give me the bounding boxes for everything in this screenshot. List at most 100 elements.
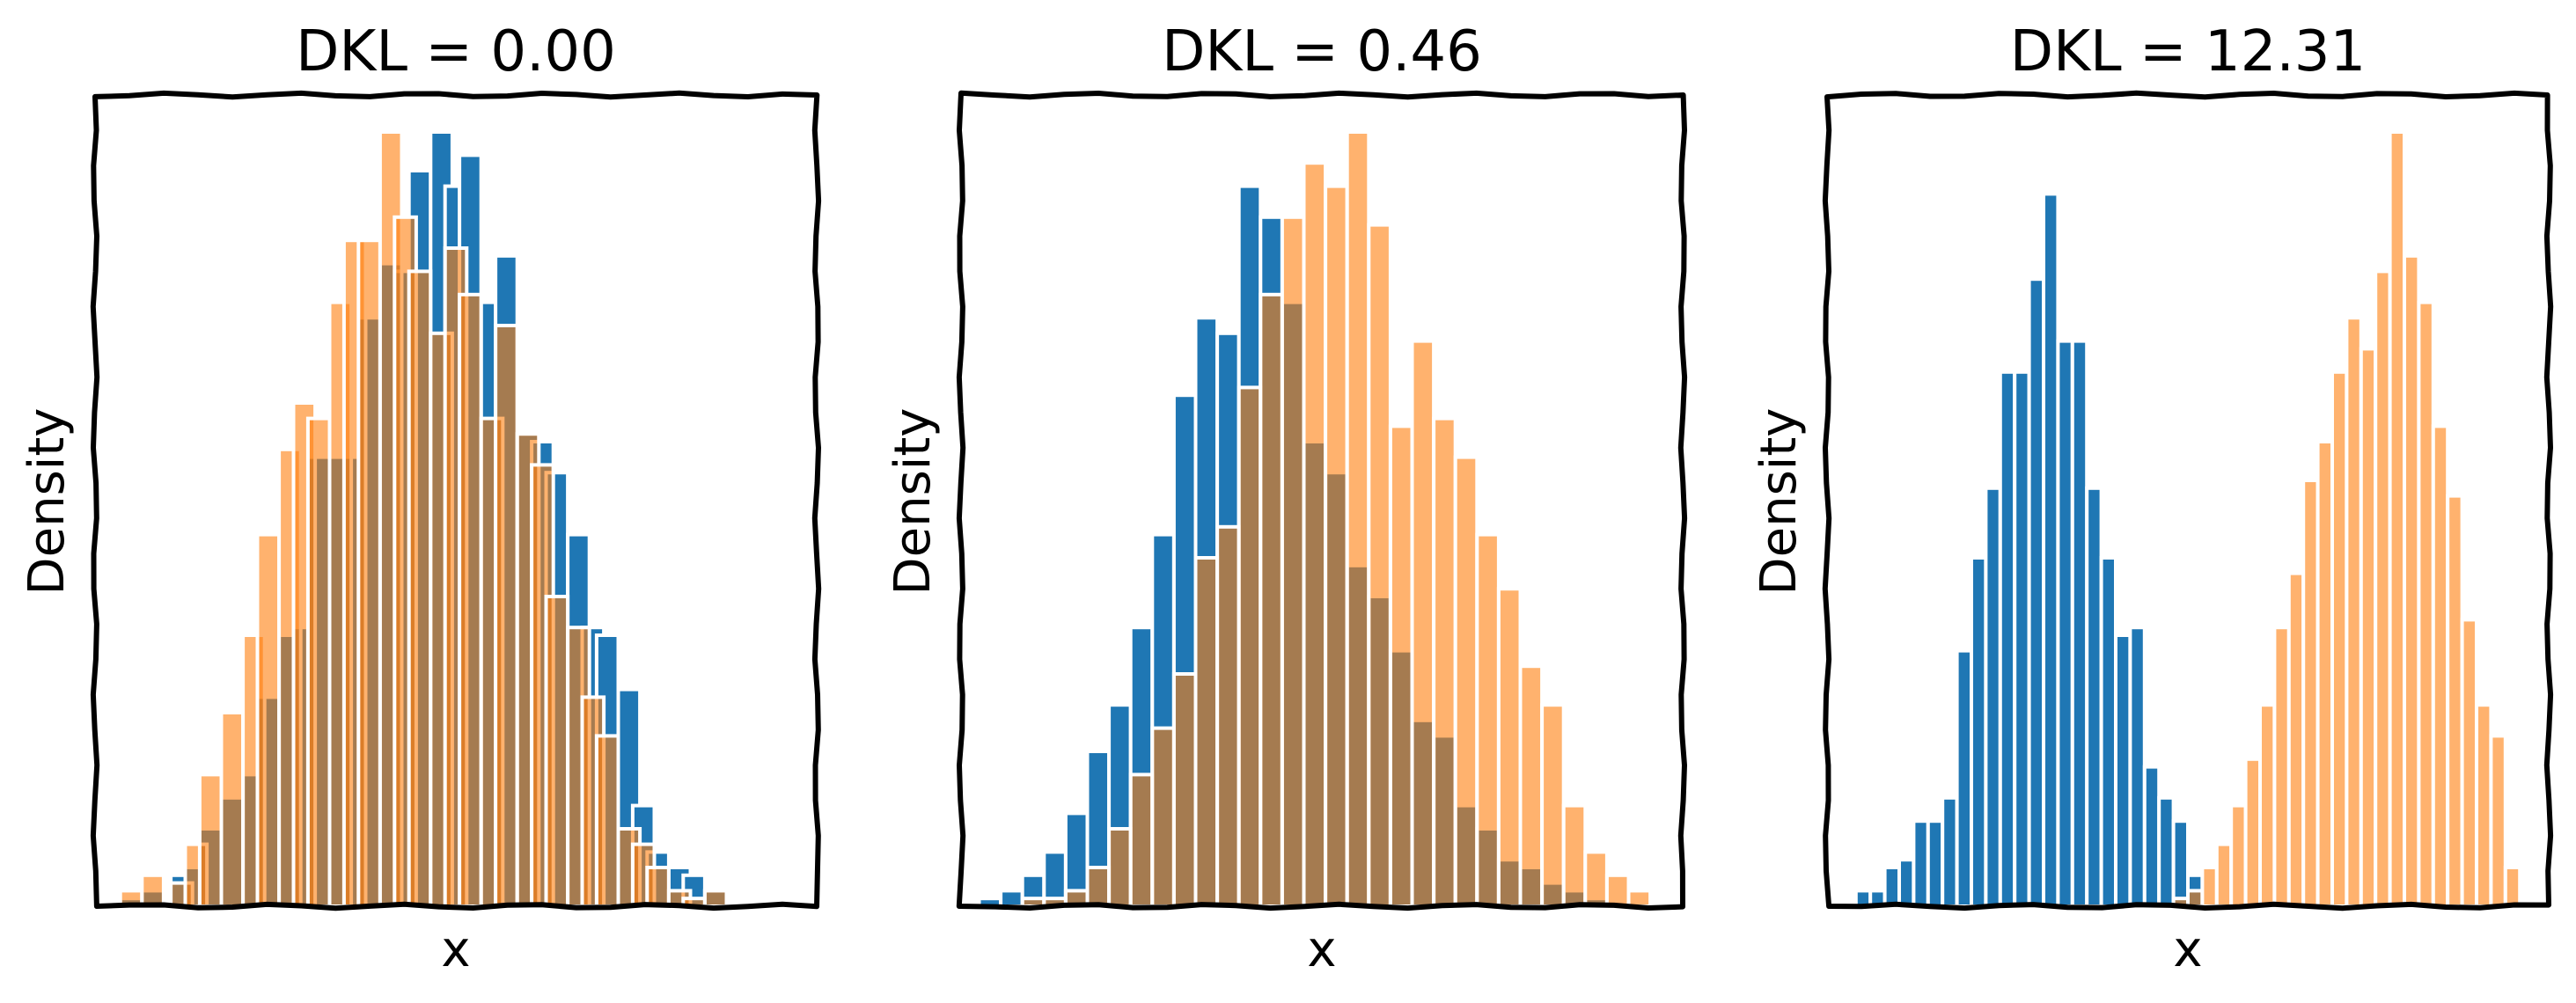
panel-1: DKL = 0.00 x Density [18, 19, 822, 978]
panel-3-p-bar-17 [2099, 556, 2118, 908]
panel-2-ylabel: Density [884, 408, 942, 596]
panel-3-q-bar-19 [2446, 494, 2464, 908]
panel-3-q-bar-15 [2388, 130, 2407, 908]
panel-2-q-bar-19 [1432, 416, 1457, 909]
panel-2-q-bar-26 [1583, 850, 1609, 909]
panel-3-p-bar-6 [1941, 795, 1959, 908]
panel-3-p-bar-19 [2128, 626, 2147, 908]
panel-3-q-bar-1 [2186, 889, 2205, 909]
panel-1-q-bar-13 [356, 238, 382, 908]
panel-3-q-bar-10 [2315, 440, 2335, 908]
panel-3-p-bar-10 [1998, 370, 2017, 908]
panel-3-q-bar-11 [2330, 370, 2349, 908]
panel-1-q-bar-19 [458, 292, 483, 908]
panel-2-q-bar-9 [1215, 524, 1241, 908]
panel-1-q-bar-33 [702, 889, 729, 909]
panel-2-q-bar-23 [1518, 664, 1545, 908]
panel-2-q-bar-13 [1302, 161, 1328, 908]
panel-3-q-bar-12 [2345, 316, 2363, 908]
panel-3-p-bar-9 [1984, 486, 2002, 908]
panel-1-title: DKL = 0.00 [296, 19, 616, 84]
panel-3-q-bar-13 [2359, 347, 2378, 908]
panel-3-p-bar-18 [2114, 633, 2132, 908]
panel-2-q-bar-22 [1496, 587, 1523, 908]
panel-2-q-bar-6 [1150, 726, 1176, 908]
panel-3-p-bar-11 [2013, 370, 2031, 908]
panel-2-frame [956, 90, 1688, 911]
panel-1-q-bar-16 [407, 269, 433, 908]
panel-2-q-bar-15 [1345, 130, 1371, 908]
panel-3-q-bar-9 [2301, 479, 2320, 908]
panel-2-q-bar-18 [1410, 339, 1436, 909]
panel-1-q-bar-27 [594, 734, 620, 909]
panel-2-q-bar-25 [1561, 803, 1588, 908]
panel-3-p-bar-14 [2056, 339, 2074, 909]
panel-2-bars [977, 130, 1653, 909]
panel-1-q-bar-7 [255, 532, 282, 908]
panel-3-p-bar-8 [1970, 556, 1988, 908]
panel-3-p-bar-7 [1955, 648, 1974, 908]
panel-3-q-bar-17 [2417, 300, 2435, 909]
panel-3-p-bar-5 [1926, 819, 1945, 909]
panel-3-p-bar-2 [1882, 866, 1902, 908]
panel-3-q-bar-4 [2229, 803, 2248, 908]
panel-3-p-bar-12 [2027, 277, 2046, 908]
panel-2-p-bar-1 [999, 889, 1024, 909]
panel-3-q-bar-20 [2460, 618, 2479, 909]
panel-3-q-bar-18 [2431, 424, 2450, 908]
panel-2-q-bar-5 [1128, 772, 1155, 909]
panel-3-p-bar-15 [2070, 339, 2089, 909]
panel-3-q-bar-8 [2286, 571, 2306, 908]
panel-3-p-bar-4 [1912, 819, 1930, 909]
panel-2: DKL = 0.46 x Density [884, 19, 1688, 978]
panel-2-q-bar-27 [1604, 873, 1631, 908]
panel-1-q-bar-1 [140, 873, 165, 908]
panel-1-bars [118, 130, 729, 909]
panel-2-q-bar-20 [1453, 455, 1479, 908]
panel-3-q-bar-3 [2214, 842, 2234, 908]
panel-3-ylabel: Density [1750, 408, 1808, 596]
panel-3-q-bar-16 [2403, 253, 2421, 908]
panel-2-xlabel: x [1307, 921, 1336, 978]
panel-3-p-bar-21 [2157, 795, 2176, 908]
panel-3-p-bar-16 [2085, 486, 2103, 908]
panel-2-title: DKL = 0.46 [1162, 19, 1482, 84]
panel-1-q-bar-4 [197, 772, 224, 909]
panel-2-q-bar-14 [1324, 184, 1349, 909]
panel-2-q-bar-12 [1280, 215, 1306, 909]
panel-1-q-bar-24 [544, 595, 570, 908]
panel-1-frame [90, 90, 822, 911]
panel-3-q-bar-23 [2503, 866, 2522, 908]
panel-1-ylabel: Density [18, 408, 76, 596]
panel-1-q-bar-21 [494, 324, 519, 908]
panel-2-q-bar-3 [1085, 866, 1112, 908]
panel-3-q-bar-14 [2374, 269, 2392, 908]
panel-1-q-bar-30 [645, 866, 671, 908]
panel-2-q-bar-21 [1475, 532, 1501, 908]
panel-3-q-bar-21 [2475, 703, 2493, 909]
panel-3-frame [1822, 90, 2554, 911]
panel-3-p-bar-22 [2171, 819, 2191, 909]
panel-2-q-bar-17 [1388, 424, 1414, 908]
panel-3-p-bar-20 [2142, 765, 2161, 908]
panel-3-q-bar-7 [2272, 626, 2291, 908]
panel-1-q-bar-5 [219, 711, 246, 908]
panel-3: DKL = 12.31 x Density [1750, 19, 2554, 978]
panel-1-q-bar-10 [305, 416, 332, 909]
panel-2-q-bar-7 [1171, 672, 1198, 908]
panel-2-q-bar-28 [1626, 889, 1653, 909]
panel-3-xlabel: x [2173, 921, 2202, 978]
panel-3-p-bar-13 [2042, 192, 2060, 908]
panel-1-xlabel: x [441, 921, 470, 978]
panel-2-q-bar-24 [1540, 703, 1566, 909]
panel-3-q-bar-2 [2200, 866, 2219, 908]
panel-2-q-bar-16 [1367, 223, 1392, 909]
panel-3-p-bar-3 [1897, 858, 1916, 909]
panel-2-q-bar-10 [1237, 385, 1263, 908]
panel-2-q-bar-8 [1193, 556, 1220, 908]
panel-3-bars [1853, 130, 2522, 909]
panel-2-q-bar-4 [1107, 827, 1133, 908]
panel-3-q-bar-5 [2243, 757, 2263, 908]
panel-2-q-bar-11 [1259, 292, 1284, 908]
